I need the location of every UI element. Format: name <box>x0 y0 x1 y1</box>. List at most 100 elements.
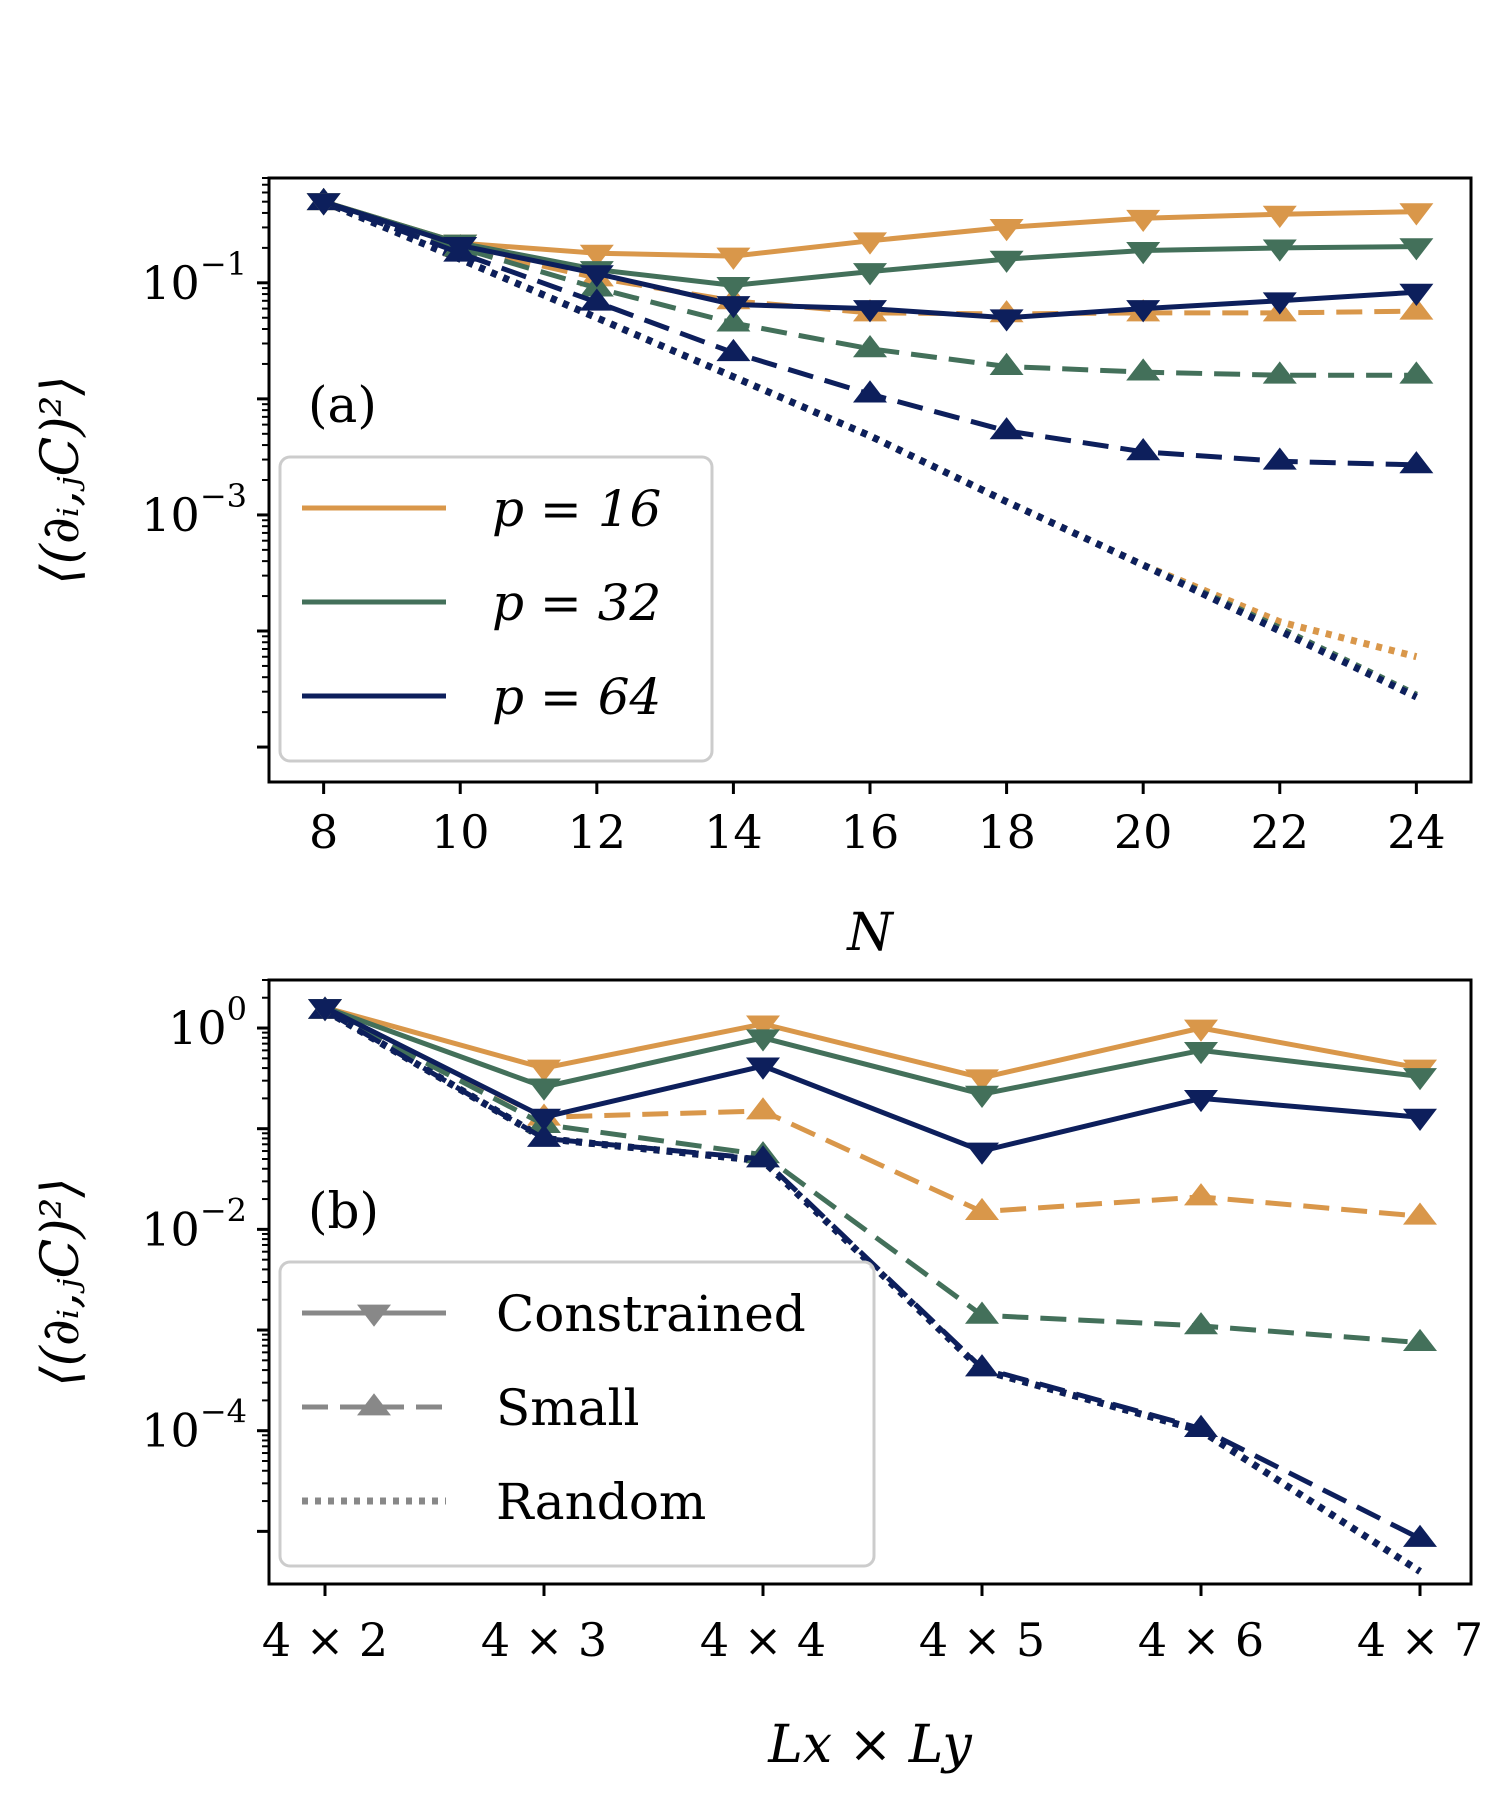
panel-a-legend-label-1: p = 32 <box>492 574 661 632</box>
panelA-x-tick-label-0: 8 <box>309 805 338 859</box>
panelB-marker-p32-small-5 <box>1403 1328 1437 1352</box>
panelB-marker-p32-small-4 <box>1184 1312 1218 1335</box>
panelA-marker-p64-small-2 <box>579 288 614 311</box>
panelB-marker-p64-small-2 <box>746 1145 780 1168</box>
panelA-marker-p64-small-3 <box>716 338 751 362</box>
panel-b-legend-marker-0 <box>357 1304 391 1327</box>
panelB-marker-p32-small-3 <box>965 1301 999 1324</box>
panelB-series-p16-small <box>323 1008 1421 1219</box>
panelB-marker-p64-constrained-3 <box>965 1142 999 1165</box>
panelA-x-tick-label-2: 12 <box>568 805 627 859</box>
panelA-marker-p32-constrained-4 <box>853 263 887 286</box>
panel-a-legend: p = 16 p = 32 p = 64 <box>278 455 714 763</box>
panelA-marker-p64-constrained-0 <box>306 193 341 216</box>
panelB-marker-p64-small-4 <box>1184 1414 1218 1437</box>
panelB-marker-p64-constrained-2 <box>746 1057 780 1080</box>
panelB-x-tick-label-4: 4 × 6 <box>1138 1613 1264 1667</box>
panelA-y-tick-label-0: 10−1 <box>141 245 247 310</box>
panelA-marker-p16-constrained-6 <box>1126 209 1161 233</box>
panelA-marker-p32-constrained-8 <box>1399 238 1434 261</box>
panelB-x-tick-label-2: 4 × 4 <box>700 1613 826 1667</box>
panelA-marker-p32-small-4 <box>853 335 887 358</box>
panel-b-legend-label-0: Constrained <box>496 1285 806 1343</box>
panelA-marker-p16-constrained-2 <box>579 244 614 267</box>
panel-a-legend-label-2: p = 64 <box>492 668 661 726</box>
panelA-marker-p64-small-8 <box>1399 451 1434 474</box>
panelA-marker-p64-constrained-6 <box>1126 300 1161 323</box>
panelA-marker-p32-small-8 <box>1399 361 1434 384</box>
panelB-marker-p64-small-3 <box>965 1354 999 1377</box>
panelA-x-tick-label-7: 22 <box>1250 805 1309 859</box>
panelB-y-tick-label-1: 10−2 <box>141 1191 247 1256</box>
panelB-x-tick-label-0: 4 × 2 <box>262 1613 388 1667</box>
panelB-marker-p64-small-5 <box>1403 1524 1437 1547</box>
panel-a-x-ticks: 8 10 12 14 16 18 20 22 24 <box>309 782 1446 859</box>
panelB-marker-p32-constrained-5 <box>1403 1068 1437 1091</box>
panelB-marker-p16-small-5 <box>1403 1202 1437 1225</box>
panelB-series-p32-small <box>323 1008 1421 1346</box>
panelB-marker-p32-constrained-2 <box>746 1029 780 1052</box>
panel-b-label: (b) <box>308 1182 379 1240</box>
panelB-marker-p64-small-1 <box>527 1124 561 1147</box>
panelA-series-p16-small <box>322 199 1417 317</box>
panelA-marker-p32-constrained-5 <box>989 250 1024 273</box>
panelB-series-p64-small <box>323 1008 1422 1541</box>
panelB-marker-p64-constrained-1 <box>527 1108 561 1131</box>
panelA-marker-p64-small-4 <box>853 380 887 403</box>
panelA-marker-p64-constrained-2 <box>579 265 614 288</box>
panel-a: 8 10 12 14 16 18 20 22 24 10−1 10−3 (a) N ⟨(∂ᵢ,ⱼC… <box>31 176 1473 963</box>
panel-b-x-ticks: 4 × 2 4 × 3 4 × 4 4 × 5 4 × 6 4 × 7 <box>262 1584 1483 1667</box>
panelA-series-p64-random <box>322 198 1418 701</box>
panelA-marker-p64-small-7 <box>1262 447 1297 470</box>
panel-b-legend-label-2: Random <box>496 1473 706 1531</box>
panelA-marker-p64-constrained-1 <box>443 237 478 260</box>
panelA-x-tick-label-4: 16 <box>841 805 900 859</box>
panelA-marker-p32-constrained-3 <box>716 276 751 300</box>
panelB-marker-p16-small-4 <box>1184 1183 1218 1206</box>
panelA-marker-p64-small-5 <box>989 417 1024 440</box>
panel-a-plot-lines <box>306 187 1434 701</box>
panelA-x-tick-label-8: 24 <box>1387 805 1446 859</box>
panelA-marker-p16-constrained-3 <box>716 247 751 270</box>
panel-a-legend-label-0: p = 16 <box>492 480 661 538</box>
panelA-x-tick-label-3: 14 <box>704 805 763 859</box>
panelA-marker-p32-small-5 <box>989 352 1024 375</box>
panelB-series-p16-constrained <box>324 1005 1421 1081</box>
panelA-marker-p64-constrained-3 <box>716 296 751 319</box>
panelB-marker-p32-constrained-1 <box>527 1078 561 1101</box>
panelA-x-tick-label-5: 18 <box>977 805 1036 859</box>
panelA-marker-p32-small-6 <box>1126 358 1161 381</box>
panelA-x-tick-label-6: 20 <box>1114 805 1173 859</box>
panelB-y-tick-label-2: 10−4 <box>141 1393 247 1458</box>
panelA-y-tick-label-1: 10−3 <box>141 477 247 542</box>
panelB-x-tick-label-5: 4 × 7 <box>1357 1613 1483 1667</box>
panel-b-y-axis-label: ⟨(∂ᵢ,ⱼC)²⟩ <box>31 1177 91 1386</box>
panelA-marker-p16-constrained-5 <box>989 219 1024 242</box>
panelA-x-tick-label-1: 10 <box>431 805 490 859</box>
panelA-marker-p16-constrained-7 <box>1262 205 1297 228</box>
panel-b-legend-label-1: Small <box>496 1379 639 1437</box>
panelB-series-p32-constrained <box>324 1005 1421 1097</box>
panelA-marker-p32-constrained-7 <box>1262 239 1297 262</box>
panelB-x-tick-label-1: 4 × 3 <box>481 1613 607 1667</box>
panelA-marker-p32-small-7 <box>1262 361 1297 384</box>
panelA-marker-p16-constrained-4 <box>853 232 887 255</box>
panelB-marker-p32-constrained-4 <box>1184 1041 1218 1065</box>
panel-a-x-axis-label: N <box>845 903 894 963</box>
panel-b-legend-marker-1 <box>357 1393 391 1416</box>
panelB-series-p64-constrained <box>323 1005 1421 1154</box>
panel-b-y-ticks: 100 10−2 10−4 <box>141 979 269 1533</box>
panelA-series-p32-small <box>322 199 1417 378</box>
panelA-marker-p64-constrained-7 <box>1262 292 1297 315</box>
panelA-marker-p16-small-8 <box>1399 297 1434 320</box>
panel-a-legend-box <box>278 455 714 763</box>
panelB-marker-p16-constrained-1 <box>527 1059 561 1082</box>
panelB-marker-p64-constrained-5 <box>1403 1108 1437 1131</box>
panelB-x-tick-label-3: 4 × 5 <box>919 1613 1045 1667</box>
panelA-marker-p64-small-6 <box>1126 438 1161 461</box>
panelB-marker-p64-constrained-0 <box>308 999 342 1022</box>
panel-a-y-axis-label: ⟨(∂ᵢ,ⱼC)²⟩ <box>31 375 91 584</box>
panel-b-legend-box <box>278 1260 876 1568</box>
